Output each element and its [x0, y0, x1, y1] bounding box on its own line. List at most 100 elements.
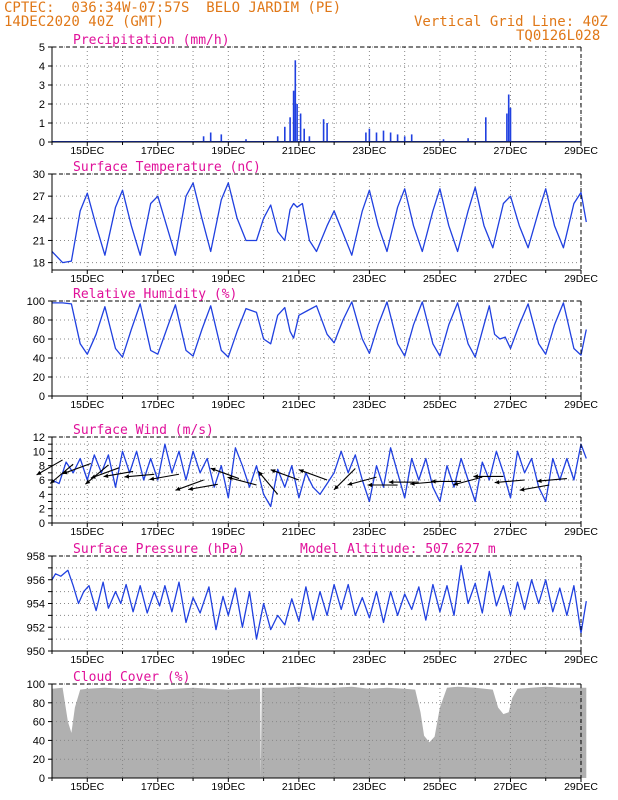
header-date: 14DEC2020 40Z (GMT) [4, 14, 165, 30]
panel-temperature: 18 21 24 27 30 15DEC 17DEC 19DEC 21DEC 23DEC 25DEC… [33, 160, 599, 285]
precip-bar [303, 128, 305, 142]
wind-vector [149, 473, 180, 481]
precip-bar [299, 113, 302, 142]
precip-bar [410, 134, 413, 142]
precip-bar [375, 132, 378, 142]
y-tick-label: 10 [33, 446, 45, 458]
wind-vector-head [519, 487, 525, 492]
cloud-cover-area [52, 686, 587, 778]
precip-bar [276, 136, 279, 142]
wind-vector-head [334, 485, 339, 490]
wind-vector [347, 476, 377, 486]
wind-vector [519, 484, 550, 491]
x-tick-label: 15DEC [70, 273, 104, 285]
y-tick-label: 12 [33, 432, 45, 444]
y-tick-label: 8 [39, 461, 45, 473]
y-tick-label: 6 [39, 475, 45, 487]
panel-pressure: 950 952 954 956 958 15DEC 17DEC 19DEC 21DEC 23DEC… [27, 542, 599, 666]
y-tick-label: 4 [39, 489, 45, 501]
precip-bar [506, 113, 508, 142]
wind-vector-head [188, 486, 193, 491]
panel-title: Cloud Cover (%) [73, 670, 190, 685]
x-tick-label: 19DEC [211, 526, 245, 538]
panel-title: Surface Temperature (nC) [73, 160, 261, 175]
x-tick-label: 25DEC [423, 399, 457, 411]
wind-vector-head [210, 467, 216, 472]
x-tick-label: 27DEC [494, 654, 528, 666]
precip-bar [442, 139, 445, 142]
y-tick-label: 40 [33, 735, 45, 747]
series-line [51, 182, 587, 264]
y-tick-label: 4 [39, 61, 45, 73]
wind-vector-head [62, 470, 68, 475]
wind-vector-head [270, 469, 276, 474]
x-tick-label: 25DEC [423, 781, 457, 793]
precip-bar [322, 119, 325, 142]
wind-vector-head [36, 470, 42, 475]
x-tick-label: 29DEC [564, 273, 598, 285]
wind-vector-head [85, 479, 91, 485]
wind-vector [90, 467, 120, 479]
x-tick-label: 23DEC [352, 654, 386, 666]
x-tick-label: 21DEC [282, 654, 316, 666]
panel-humidity: 0 20 40 60 80 100 15DEC 17DEC 19DEC 21DEC 23DEC 25D… [27, 287, 599, 411]
x-tick-label: 21DEC [282, 399, 316, 411]
precip-bar [509, 107, 512, 142]
precip-bar [485, 117, 487, 142]
wind-vector-head [227, 476, 233, 481]
wind-vector-head [90, 474, 96, 479]
x-tick-label: 29DEC [564, 399, 598, 411]
y-tick-label: 5 [39, 42, 45, 54]
series-line [51, 443, 587, 508]
precip-bar [365, 132, 367, 142]
wind-vector-head [473, 474, 478, 479]
x-tick-label: 17DEC [141, 526, 175, 538]
x-tick-label: 21DEC [282, 145, 316, 157]
x-tick-label: 21DEC [282, 781, 316, 793]
panel-title: Surface Pressure (hPa) [73, 542, 245, 557]
x-tick-label: 27DEC [494, 399, 528, 411]
wind-vector-head [175, 486, 181, 491]
x-tick-label: 21DEC [282, 526, 316, 538]
wind-vector-head [50, 479, 55, 484]
header-grid-note: Vertical Grid Line: 40Z [414, 14, 608, 30]
wind-vector [62, 462, 91, 475]
x-tick-label: 17DEC [141, 399, 175, 411]
x-tick-label: 27DEC [494, 145, 528, 157]
panel-wind: 0 2 4 6 8 10 12 15DEC 17DEC 19DEC 21DEC 23DEC 25DEC 2… [33, 423, 599, 538]
y-tick-label: 20 [33, 754, 45, 766]
wind-vector [124, 473, 155, 478]
panel-annotation: Model Altitude: 507.627 m [300, 542, 496, 557]
wind-vector [36, 459, 63, 476]
wind-vector-head [367, 482, 373, 488]
precip-bar [389, 132, 392, 142]
precip-bar [294, 60, 297, 142]
y-tick-label: 20 [33, 372, 45, 384]
x-tick-label: 15DEC [70, 654, 104, 666]
y-tick-label: 60 [33, 334, 45, 346]
y-tick-label: 0 [39, 391, 45, 403]
y-tick-label: 1 [39, 118, 45, 130]
x-tick-label: 23DEC [352, 273, 386, 285]
y-tick-label: 80 [33, 315, 45, 327]
panel-cloud-cover: 0 20 40 60 80 100 15DEC 17DEC 19DEC 21DEC 23DEC 25D… [27, 670, 599, 793]
x-tick-label: 25DEC [423, 145, 457, 157]
x-tick-label: 17DEC [141, 145, 175, 157]
x-tick-label: 25DEC [423, 654, 457, 666]
wind-vector [333, 468, 356, 491]
x-tick-label: 19DEC [211, 654, 245, 666]
wind-vector-head [410, 481, 415, 486]
y-tick-label: 0 [39, 773, 45, 785]
y-tick-label: 30 [33, 169, 45, 181]
series-line [52, 301, 587, 358]
x-tick-label: 19DEC [211, 273, 245, 285]
x-tick-label: 17DEC [141, 273, 175, 285]
y-tick-label: 2 [39, 504, 45, 516]
panel-precipitation: 0 1 2 3 4 5 15DEC 17DEC 19DEC 21DEC 23DEC 25DEC 27DE… [39, 33, 598, 157]
wind-vector-head [103, 473, 109, 478]
y-tick-label: 100 [27, 679, 45, 691]
series-line [51, 564, 587, 640]
wind-vector [453, 476, 483, 486]
wind-vector [270, 469, 300, 481]
